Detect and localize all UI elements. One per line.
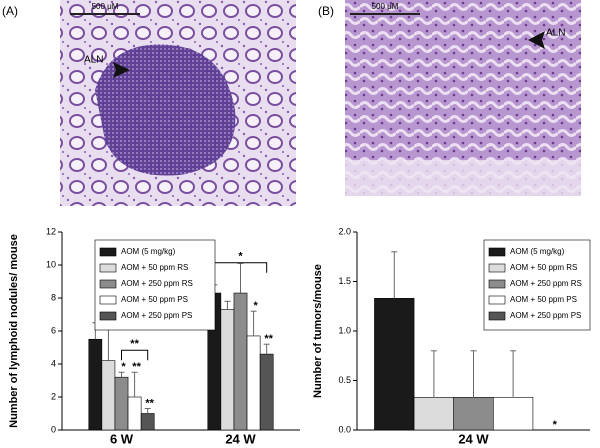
legend-swatch	[99, 263, 117, 273]
significance: **	[132, 361, 141, 373]
legend-label: AOM + 250 ppm PS	[510, 311, 581, 320]
legend-label: AOM + 50 ppm RS	[510, 263, 577, 272]
panel-b: 500 μM ALN (B)	[318, 0, 581, 196]
y-tick-label: 8	[51, 292, 56, 302]
y-tick-label: 1.0	[338, 325, 351, 335]
y-tick-label: 0.0	[338, 424, 351, 434]
bar	[259, 353, 274, 431]
bar	[413, 397, 454, 431]
panel-label: (A)	[2, 4, 18, 18]
legend-label: AOM (5 mg/kg)	[121, 247, 176, 256]
significance: **	[264, 333, 273, 345]
y-tick-label: 6	[51, 325, 56, 335]
arrow-label: ALN	[84, 55, 103, 66]
arrow	[528, 31, 545, 49]
y-tick-label: 1.5	[338, 276, 351, 286]
y-tick-label: 2	[51, 391, 56, 401]
legend-label: AOM + 250 ppm PS	[121, 311, 192, 320]
significance: **	[145, 397, 154, 409]
significance: *	[253, 300, 258, 312]
y-tick-label: 10	[46, 259, 56, 269]
bracket-label: *	[238, 251, 243, 263]
legend-label: AOM + 50 ppm PS	[510, 295, 577, 304]
significance: *	[121, 361, 126, 373]
y-axis-label: Number of tumors/mouse	[312, 264, 324, 398]
bar	[114, 376, 129, 431]
x-tick-label: 6 W	[110, 431, 134, 446]
bar	[101, 360, 116, 431]
y-tick-label: 4	[51, 358, 56, 368]
y-tick-label: 12	[46, 226, 56, 236]
legend-label: AOM + 250 ppm RS	[121, 279, 193, 288]
micrograph-edge	[345, 160, 581, 196]
bar	[220, 309, 235, 431]
legend-swatch	[488, 263, 506, 273]
legend-label: AOM (5 mg/kg)	[510, 247, 565, 256]
legend-swatch	[99, 311, 117, 321]
legend-swatch	[488, 311, 506, 321]
bracket	[121, 349, 149, 361]
arrow-label: ALN	[546, 28, 565, 39]
x-tick-label: 24 W	[458, 431, 489, 446]
bar	[493, 397, 534, 431]
panel-label: (B)	[318, 4, 334, 18]
legend-swatch	[99, 279, 117, 289]
legend-label: AOM + 50 ppm RS	[121, 263, 188, 272]
legend-swatch	[488, 279, 506, 289]
significance: *	[553, 419, 558, 431]
bar	[140, 413, 155, 431]
scale-bar-label: 500 μM	[92, 2, 119, 11]
bar	[127, 396, 142, 431]
y-tick-label: 0.5	[338, 375, 351, 385]
legend-swatch	[99, 295, 117, 305]
bar	[88, 338, 103, 431]
y-tick-label: 0	[51, 424, 56, 434]
legend-swatch	[99, 247, 117, 257]
arrow	[113, 62, 130, 78]
legend-label: AOM + 50 ppm PS	[121, 295, 188, 304]
lymphoid-nodule	[95, 44, 236, 176]
bar	[246, 335, 261, 431]
legend-label: AOM + 250 ppm RS	[510, 279, 582, 288]
y-tick-label: 2.0	[338, 226, 351, 236]
y-axis-label: Number of lymphoid nodules/ mouse	[8, 234, 20, 428]
bar	[233, 292, 248, 431]
bar	[453, 397, 494, 431]
panel-a: 500 μM ALN (A)	[2, 0, 296, 206]
x-tick-label: 24 W	[225, 431, 256, 446]
bar	[374, 298, 415, 431]
bracket-label: **	[130, 338, 139, 350]
legend-swatch	[488, 247, 506, 257]
legend-swatch	[488, 295, 506, 305]
scale-bar-label: 500 μM	[372, 2, 399, 11]
